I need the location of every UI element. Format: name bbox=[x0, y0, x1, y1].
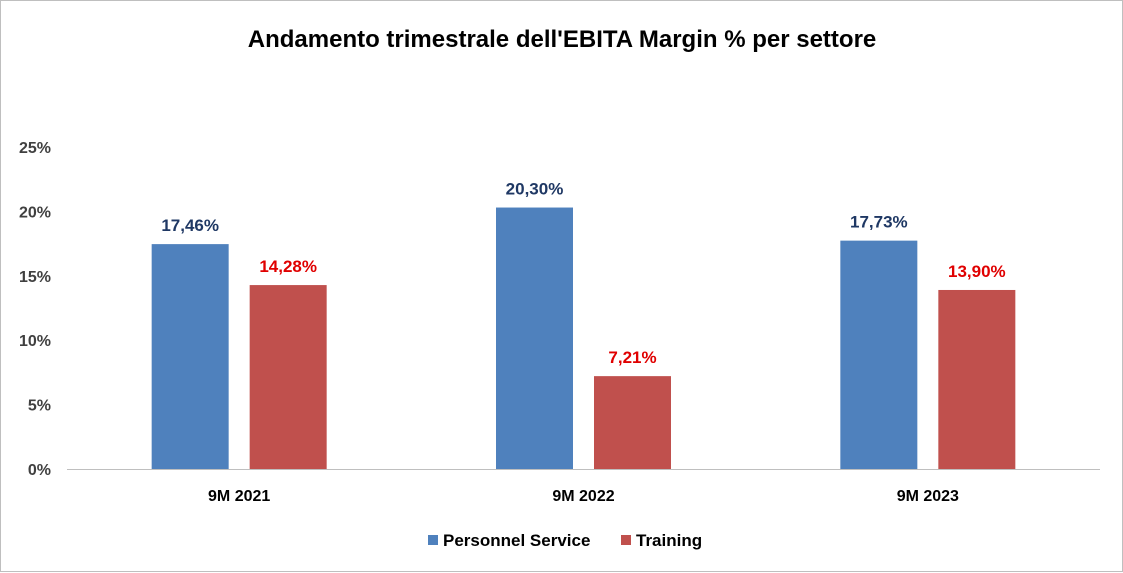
bar bbox=[840, 240, 918, 469]
x-tick-label: 9M 2021 bbox=[208, 488, 270, 505]
bars bbox=[151, 207, 1016, 469]
legend-label: Personnel Service bbox=[443, 531, 590, 550]
bar bbox=[938, 289, 1016, 469]
y-tick-label: 25% bbox=[19, 140, 51, 157]
y-tick-label: 0% bbox=[28, 462, 51, 479]
y-tick-label: 20% bbox=[19, 204, 51, 221]
bar bbox=[249, 285, 327, 469]
data-labels: 17,46% 14,28% 20,30% 7,21% 17,73% 13,90% bbox=[161, 180, 1005, 368]
data-label: 14,28% bbox=[259, 257, 317, 276]
x-axis-ticks: 9M 2021 9M 2022 9M 2023 bbox=[208, 488, 959, 505]
bar bbox=[496, 207, 573, 469]
data-label: 13,90% bbox=[948, 262, 1006, 281]
data-label: 17,46% bbox=[161, 216, 219, 235]
bar bbox=[594, 376, 671, 469]
x-tick-label: 9M 2022 bbox=[552, 488, 614, 505]
legend: Personnel Service Training bbox=[428, 531, 702, 550]
legend-swatch bbox=[621, 535, 631, 545]
x-tick-label: 9M 2023 bbox=[897, 488, 959, 505]
legend-swatch bbox=[428, 535, 438, 545]
bar bbox=[151, 244, 229, 469]
y-tick-label: 15% bbox=[19, 269, 51, 286]
data-label: 7,21% bbox=[608, 348, 656, 367]
chart-title: Andamento trimestrale dell'EBITA Margin … bbox=[248, 26, 877, 53]
y-tick-label: 10% bbox=[19, 333, 51, 350]
data-label: 20,30% bbox=[506, 180, 564, 199]
y-tick-label: 5% bbox=[28, 398, 51, 415]
legend-label: Training bbox=[636, 531, 702, 550]
y-axis-ticks: 0% 5% 10% 15% 20% 25% bbox=[19, 140, 51, 479]
data-label: 17,73% bbox=[850, 213, 908, 232]
